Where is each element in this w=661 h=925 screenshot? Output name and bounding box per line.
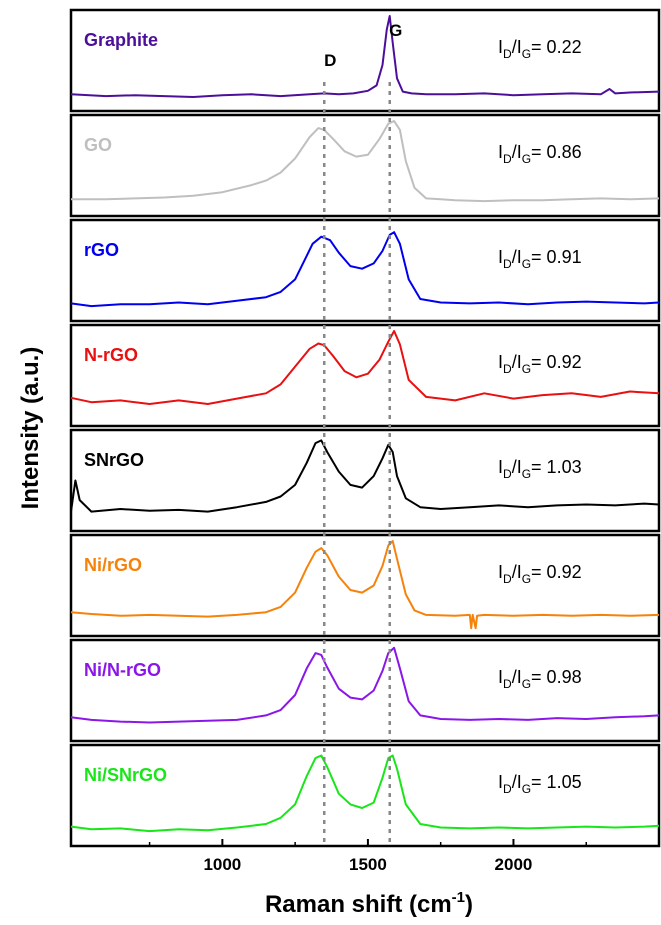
sample-label-ni-rgo: Ni/rGO bbox=[84, 555, 142, 575]
ratio-label-ni-n-rgo: ID/IG= 0.98 bbox=[498, 667, 582, 691]
peak-label-d: D bbox=[324, 51, 336, 70]
spectrum-snrgo bbox=[70, 439, 660, 513]
sample-label-go: GO bbox=[84, 135, 112, 155]
panel-frame-snrgo bbox=[69, 428, 661, 533]
x-tick-label-1500: 1500 bbox=[349, 855, 387, 874]
spectrum-graphite bbox=[70, 15, 660, 98]
spectrum-ni-n-rgo bbox=[70, 646, 660, 724]
sample-label-snrgo: SNrGO bbox=[84, 450, 144, 470]
panel-graphite bbox=[69, 8, 661, 113]
panel-frame-ni-snrgo bbox=[69, 743, 661, 848]
ratio-label-graphite: ID/IG= 0.22 bbox=[498, 37, 582, 61]
panel-frame-rgo bbox=[69, 218, 661, 323]
panel-frame-graphite bbox=[69, 8, 661, 113]
panel-n-rgo bbox=[69, 323, 661, 428]
panel-snrgo bbox=[69, 428, 661, 533]
x-tick-label-1000: 1000 bbox=[203, 855, 241, 874]
panel-ni-rgo bbox=[69, 533, 661, 638]
ratio-label-ni-snrgo: ID/IG= 1.05 bbox=[498, 772, 582, 796]
panel-go bbox=[69, 113, 661, 218]
ratio-label-n-rgo: ID/IG= 0.92 bbox=[498, 352, 582, 376]
y-axis-title: Intensity (a.u.) bbox=[17, 347, 44, 510]
panel-frame-go bbox=[69, 113, 661, 218]
ratio-label-go: ID/IG= 0.86 bbox=[498, 142, 582, 166]
sample-label-ni-snrgo: Ni/SNrGO bbox=[84, 765, 167, 785]
sample-label-ni-n-rgo: Ni/N-rGO bbox=[84, 660, 161, 680]
spectrum-ni-snrgo bbox=[70, 754, 660, 833]
spectrum-rgo bbox=[70, 231, 660, 308]
sample-label-n-rgo: N-rGO bbox=[84, 345, 138, 365]
ratio-label-ni-rgo: ID/IG= 0.92 bbox=[498, 562, 582, 586]
peak-label-g: G bbox=[389, 21, 402, 40]
sample-label-rgo: rGO bbox=[84, 240, 119, 260]
spectrum-ni-rgo bbox=[70, 540, 660, 630]
sample-label-graphite: Graphite bbox=[84, 30, 158, 50]
x-tick-label-2000: 2000 bbox=[495, 855, 533, 874]
spectrum-go bbox=[71, 120, 660, 203]
panel-ni-n-rgo bbox=[69, 638, 661, 743]
panel-frame-n-rgo bbox=[69, 323, 661, 428]
spectrum-n-rgo bbox=[70, 330, 660, 405]
panel-frame-ni-n-rgo bbox=[69, 638, 661, 743]
panel-ni-snrgo bbox=[69, 743, 661, 848]
x-axis-title: Raman shift (cm-1) bbox=[265, 889, 473, 918]
panel-rgo bbox=[69, 218, 661, 323]
panel-frame-ni-rgo bbox=[69, 533, 661, 638]
ratio-label-snrgo: ID/IG= 1.03 bbox=[498, 457, 582, 481]
ratio-label-rgo: ID/IG= 0.91 bbox=[498, 247, 582, 271]
